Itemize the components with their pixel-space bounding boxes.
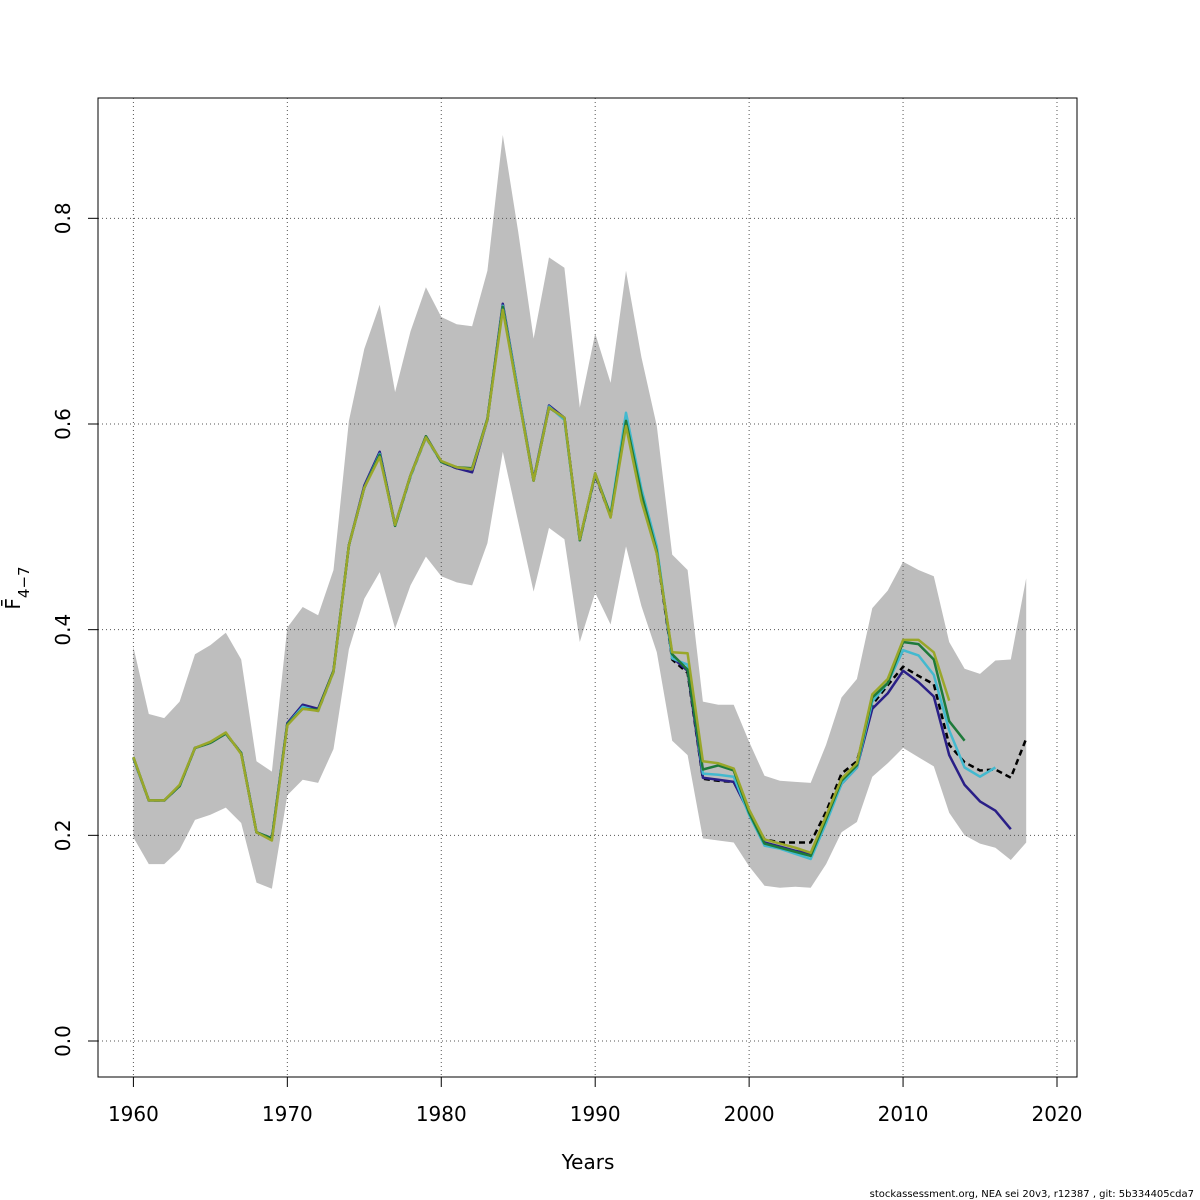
series-line-4 (132, 308, 951, 855)
band-layer (133, 135, 1027, 889)
axis-layer: 1960 1970 1980 1990 2000 2010 2020 0.0 0.2 0.4 0.6… (51, 202, 1082, 1126)
x-tick-label: 2000 (724, 1102, 775, 1126)
y-tick-label: 0.8 (51, 202, 75, 234)
x-tick-label: 1980 (416, 1102, 467, 1126)
x-axis-title: Years (561, 1150, 615, 1174)
series-layer (98, 98, 1077, 1077)
confidence-band (133, 135, 1027, 889)
x-tick-label: 1960 (108, 1102, 159, 1126)
y-tick-label: 0.4 (51, 614, 75, 646)
y-axis-title-main: F̄ (0, 598, 25, 610)
credit-text: stockassessment.org, NEA sei 20v3, r1238… (870, 1189, 1194, 1200)
y-tick-label: 0.0 (51, 1025, 75, 1057)
y-axis-title: F̄4−7 (0, 566, 33, 609)
x-tick-label: 2010 (878, 1102, 929, 1126)
x-tick-label: 1970 (262, 1102, 313, 1126)
x-tick-label: 2020 (1032, 1102, 1083, 1126)
x-tick-label: 1990 (570, 1102, 621, 1126)
y-tick-label: 0.2 (51, 819, 75, 851)
y-axis-title-sub: 4−7 (15, 566, 33, 598)
y-tick-label: 0.6 (51, 408, 75, 440)
